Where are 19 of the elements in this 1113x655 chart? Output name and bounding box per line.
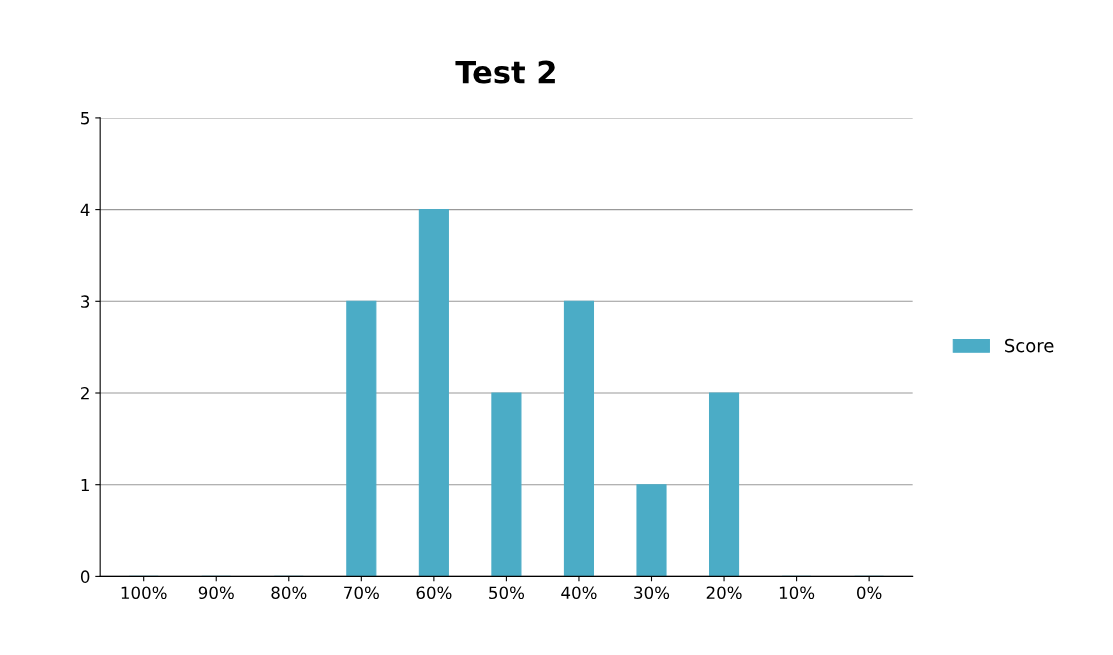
y-tick-label: 2 (81, 386, 89, 400)
x-tick-label: 90% (198, 586, 234, 600)
x-tick-label: 80% (271, 586, 307, 600)
y-tick-label: 1 (81, 478, 89, 492)
legend-label: Score (1005, 338, 1054, 353)
y-tick-label: 3 (81, 295, 90, 308)
x-tick-label: 100% (121, 586, 167, 600)
x-tick-label: 0% (857, 586, 882, 600)
y-tick-label: 5 (81, 112, 89, 125)
x-tick-label: 20% (706, 586, 742, 600)
x-tick-label: 30% (634, 586, 670, 600)
y-tick-label: 0 (80, 570, 90, 583)
chart-title: Test 2 (455, 60, 555, 84)
x-tick-label: 70% (344, 586, 379, 600)
x-tick-label: 60% (416, 586, 452, 600)
y-tick-label: 4 (80, 203, 90, 216)
x-tick-label: 40% (561, 586, 597, 600)
x-tick-label: 10% (779, 586, 815, 600)
x-tick-label: 50% (489, 586, 525, 600)
